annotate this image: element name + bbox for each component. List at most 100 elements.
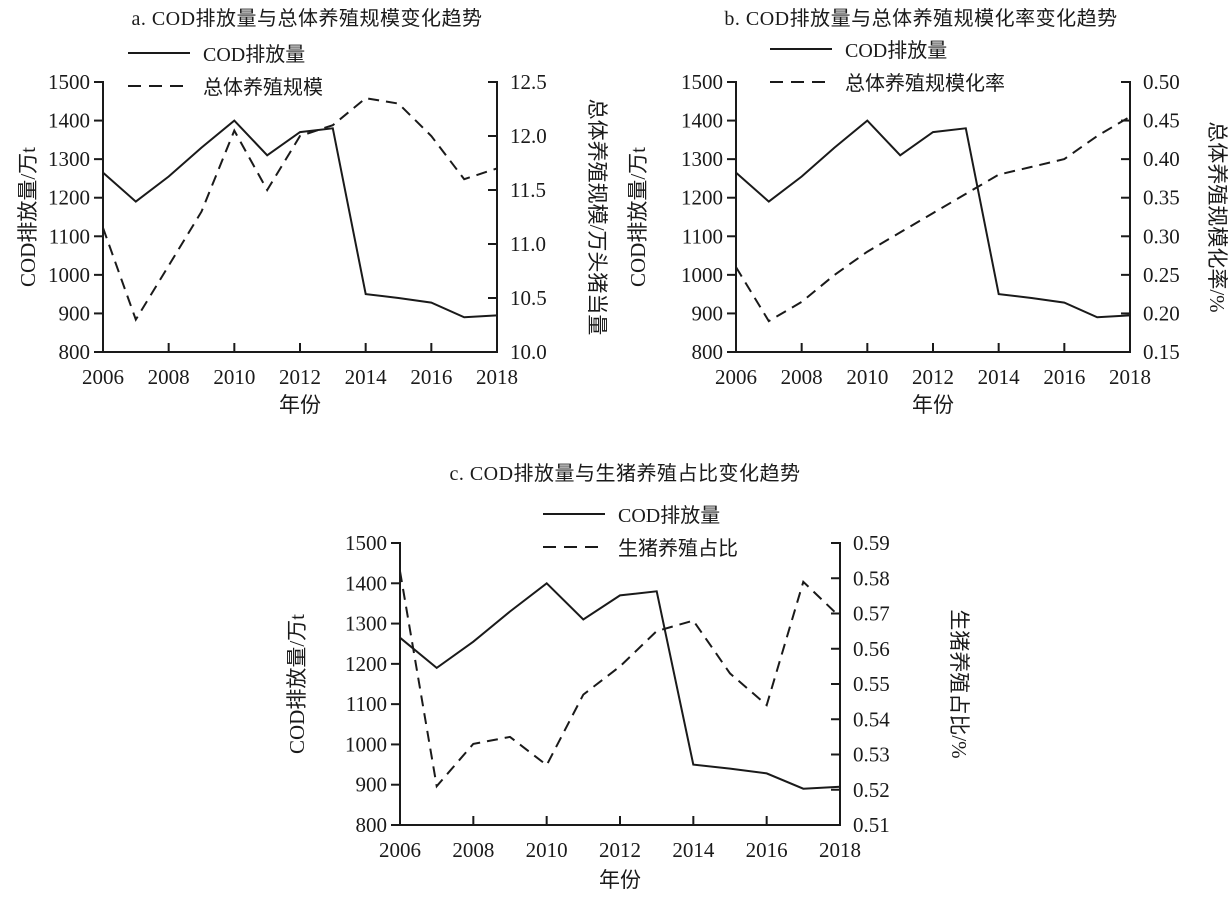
svg-text:1200: 1200 bbox=[681, 186, 723, 210]
chart-b-plot: 800 900 1000 1100 1200 1300 1400 1500 0.15 0.20 0.… bbox=[626, 70, 1228, 417]
svg-text:900: 900 bbox=[59, 301, 91, 325]
legend-label: 总体养殖规模化率 bbox=[845, 73, 1005, 95]
svg-text:1500: 1500 bbox=[345, 531, 387, 555]
chart-b-legend: COD排放量 总体养殖规模化率 bbox=[770, 32, 1005, 98]
svg-text:2006: 2006 bbox=[379, 838, 421, 862]
svg-text:0.45: 0.45 bbox=[1143, 109, 1180, 133]
svg-text:2018: 2018 bbox=[819, 838, 861, 862]
svg-text:2010: 2010 bbox=[846, 365, 888, 389]
svg-text:0.20: 0.20 bbox=[1143, 301, 1180, 325]
svg-text:1400: 1400 bbox=[681, 109, 723, 133]
svg-text:0.57: 0.57 bbox=[853, 602, 890, 626]
svg-text:0.52: 0.52 bbox=[853, 778, 890, 802]
svg-text:2010: 2010 bbox=[526, 838, 568, 862]
svg-text:900: 900 bbox=[692, 301, 724, 325]
svg-text:11.5: 11.5 bbox=[510, 178, 546, 202]
svg-text:2014: 2014 bbox=[345, 365, 388, 389]
svg-text:0.30: 0.30 bbox=[1143, 224, 1180, 248]
dashed-line-sample bbox=[543, 545, 605, 548]
chart-c-legend: COD排放量 生猪养殖占比 bbox=[543, 497, 738, 563]
svg-text:COD排放量/万t: COD排放量/万t bbox=[285, 614, 309, 754]
legend-item-pig-share: 生猪养殖占比 bbox=[543, 530, 738, 563]
svg-text:10.0: 10.0 bbox=[510, 340, 547, 364]
solid-line-sample bbox=[128, 51, 190, 54]
svg-text:生猪养殖占比/%: 生猪养殖占比/% bbox=[947, 609, 971, 758]
svg-text:1400: 1400 bbox=[345, 571, 387, 595]
svg-text:0.35: 0.35 bbox=[1143, 186, 1180, 210]
svg-text:1100: 1100 bbox=[49, 224, 90, 248]
svg-text:1500: 1500 bbox=[681, 70, 723, 94]
legend-item-cod: COD排放量 bbox=[543, 497, 738, 530]
svg-text:800: 800 bbox=[356, 813, 388, 837]
svg-text:年份: 年份 bbox=[912, 393, 954, 417]
svg-text:2012: 2012 bbox=[912, 365, 954, 389]
svg-text:1100: 1100 bbox=[682, 224, 723, 248]
svg-text:年份: 年份 bbox=[599, 868, 641, 892]
svg-text:2016: 2016 bbox=[1043, 365, 1085, 389]
chart-c-title: c. COD排放量与生猪养殖占比变化趋势 bbox=[449, 463, 801, 485]
legend-item-cod: COD排放量 bbox=[770, 32, 1005, 65]
svg-text:2016: 2016 bbox=[746, 838, 788, 862]
svg-text:0.55: 0.55 bbox=[853, 672, 890, 696]
svg-text:0.51: 0.51 bbox=[853, 813, 890, 837]
svg-text:总体养殖规模化率/%: 总体养殖规模化率/% bbox=[1205, 121, 1228, 312]
svg-text:11.0: 11.0 bbox=[510, 232, 546, 256]
svg-text:1300: 1300 bbox=[681, 147, 723, 171]
legend-label: COD排放量 bbox=[203, 44, 306, 66]
svg-text:总体养殖规模/万头猪当量: 总体养殖规模/万头猪当量 bbox=[585, 99, 609, 336]
svg-text:1200: 1200 bbox=[48, 186, 90, 210]
svg-text:1300: 1300 bbox=[345, 612, 387, 636]
svg-text:0.50: 0.50 bbox=[1143, 70, 1180, 94]
svg-text:1500: 1500 bbox=[48, 70, 90, 94]
solid-line-sample bbox=[770, 47, 832, 50]
svg-text:2018: 2018 bbox=[1109, 365, 1151, 389]
svg-text:2008: 2008 bbox=[452, 838, 494, 862]
svg-text:0.58: 0.58 bbox=[853, 566, 890, 590]
legend-label: 生猪养殖占比 bbox=[618, 538, 738, 560]
chart-a-legend: COD排放量 总体养殖规模 bbox=[128, 36, 323, 102]
svg-text:0.54: 0.54 bbox=[853, 707, 890, 731]
dashed-line-sample bbox=[128, 84, 190, 87]
svg-text:2012: 2012 bbox=[279, 365, 321, 389]
svg-text:2014: 2014 bbox=[672, 838, 715, 862]
legend-label: 总体养殖规模 bbox=[203, 77, 323, 99]
svg-text:2018: 2018 bbox=[476, 365, 518, 389]
solid-line-sample bbox=[543, 512, 605, 515]
svg-text:2014: 2014 bbox=[978, 365, 1021, 389]
svg-text:900: 900 bbox=[356, 773, 388, 797]
svg-text:0.53: 0.53 bbox=[853, 743, 890, 767]
svg-text:1000: 1000 bbox=[681, 263, 723, 287]
svg-text:COD排放量/万t: COD排放量/万t bbox=[626, 147, 650, 287]
legend-item-scale: 总体养殖规模 bbox=[128, 69, 323, 102]
svg-text:12.5: 12.5 bbox=[510, 70, 547, 94]
legend-label: COD排放量 bbox=[845, 40, 948, 62]
svg-text:10.5: 10.5 bbox=[510, 286, 547, 310]
legend-label: COD排放量 bbox=[618, 505, 721, 527]
svg-text:2006: 2006 bbox=[715, 365, 757, 389]
svg-text:2008: 2008 bbox=[781, 365, 823, 389]
chart-a-title: a. COD排放量与总体养殖规模变化趋势 bbox=[131, 8, 483, 30]
svg-text:2008: 2008 bbox=[148, 365, 190, 389]
svg-text:年份: 年份 bbox=[279, 393, 321, 417]
svg-text:1200: 1200 bbox=[345, 652, 387, 676]
svg-text:1100: 1100 bbox=[346, 692, 387, 716]
svg-text:0.40: 0.40 bbox=[1143, 147, 1180, 171]
svg-text:1000: 1000 bbox=[345, 732, 387, 756]
dashed-line-sample bbox=[770, 80, 832, 83]
svg-text:0.56: 0.56 bbox=[853, 637, 890, 661]
svg-text:2012: 2012 bbox=[599, 838, 641, 862]
chart-c-plot: 800 900 1000 1100 1200 1300 1400 1500 0.51 0.52 0.… bbox=[285, 531, 971, 892]
svg-text:2006: 2006 bbox=[82, 365, 124, 389]
legend-item-cod: COD排放量 bbox=[128, 36, 323, 69]
svg-text:1300: 1300 bbox=[48, 147, 90, 171]
svg-text:1400: 1400 bbox=[48, 109, 90, 133]
svg-text:0.15: 0.15 bbox=[1143, 340, 1180, 364]
svg-text:1000: 1000 bbox=[48, 263, 90, 287]
chart-b: b. COD排放量与总体养殖规模化率变化趋势 COD排放量 总体养殖规模化率 8… bbox=[614, 0, 1228, 440]
svg-text:800: 800 bbox=[692, 340, 724, 364]
chart-c: c. COD排放量与生猪养殖占比变化趋势 COD排放量 生猪养殖占比 800 90… bbox=[285, 455, 971, 909]
chart-a: a. COD排放量与总体养殖规模变化趋势 COD排放量 总体养殖规模 800 90… bbox=[0, 0, 614, 440]
chart-b-title: b. COD排放量与总体养殖规模化率变化趋势 bbox=[724, 8, 1118, 30]
svg-text:2010: 2010 bbox=[213, 365, 255, 389]
svg-text:COD排放量/万t: COD排放量/万t bbox=[16, 147, 40, 287]
